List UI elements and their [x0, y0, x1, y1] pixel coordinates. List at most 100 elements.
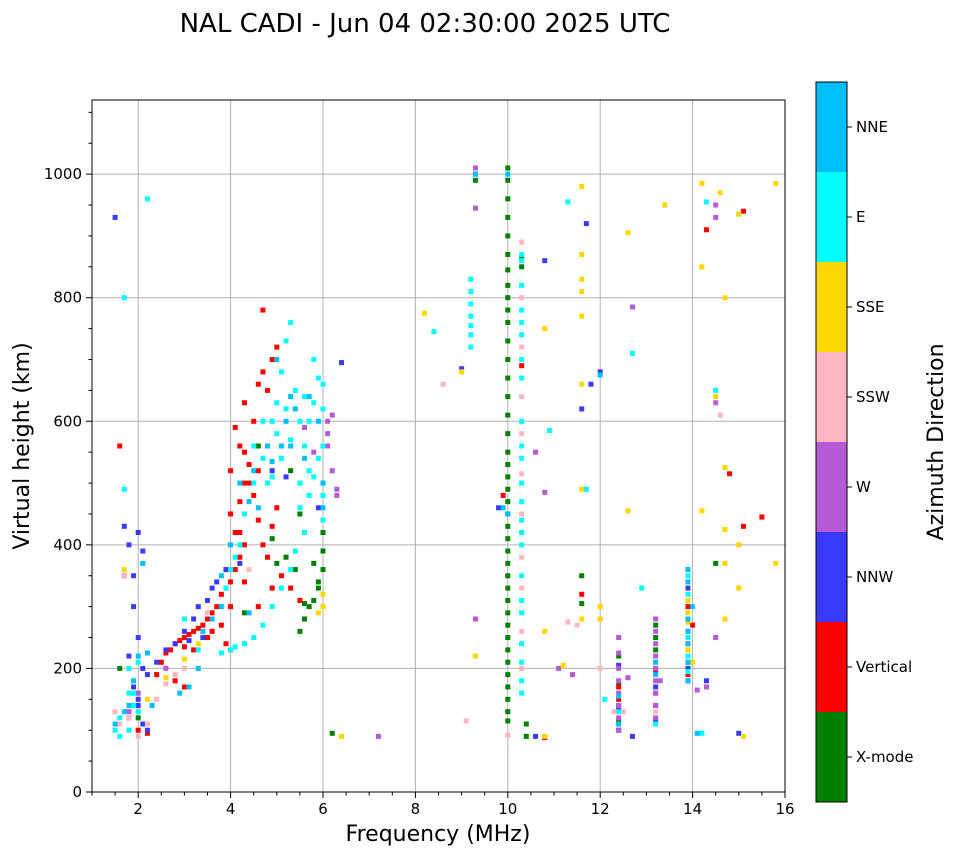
colorbar-label: E	[856, 208, 865, 226]
data-point	[685, 610, 691, 616]
data-point	[121, 567, 127, 573]
data-point	[468, 301, 474, 307]
data-point	[144, 727, 150, 733]
data-point	[329, 468, 335, 474]
data-point	[269, 474, 275, 480]
data-point	[181, 628, 187, 634]
data-point	[625, 675, 631, 681]
data-point	[297, 505, 303, 511]
data-point	[505, 295, 511, 301]
y-tick-label: 200	[53, 659, 82, 677]
x-tick-label: 6	[318, 800, 328, 818]
data-point	[191, 616, 197, 622]
data-points	[112, 165, 779, 741]
data-point	[519, 665, 525, 671]
data-point	[205, 635, 210, 641]
data-point	[519, 641, 525, 647]
data-point	[616, 727, 622, 733]
data-point	[653, 635, 659, 641]
data-point	[315, 455, 321, 461]
colorbar-segment	[816, 532, 847, 622]
data-point	[699, 508, 705, 514]
data-point	[375, 733, 381, 739]
data-point	[126, 727, 132, 733]
data-point	[472, 177, 478, 183]
data-point	[616, 706, 622, 712]
data-point	[191, 647, 197, 653]
data-point	[519, 480, 525, 486]
data-point	[505, 696, 511, 702]
data-point	[237, 560, 243, 566]
data-point	[251, 635, 257, 641]
data-point	[556, 665, 562, 671]
data-point	[519, 455, 525, 461]
data-point	[251, 443, 257, 449]
data-point	[269, 468, 275, 474]
data-point	[306, 468, 312, 474]
data-point	[736, 585, 742, 591]
data-point	[463, 718, 469, 724]
data-point	[740, 733, 746, 739]
series-nne	[112, 171, 700, 736]
data-point	[241, 542, 247, 548]
data-point	[519, 659, 525, 665]
data-point	[205, 616, 210, 622]
data-point	[472, 165, 478, 171]
data-point	[338, 733, 344, 739]
data-point	[579, 251, 585, 257]
data-point	[315, 375, 321, 381]
data-point	[306, 394, 312, 400]
series-w	[126, 165, 719, 739]
data-point	[181, 656, 187, 662]
data-point	[121, 573, 127, 579]
data-point	[565, 619, 571, 625]
data-point	[288, 585, 294, 591]
data-point	[685, 585, 691, 591]
data-point	[505, 486, 511, 492]
data-point	[302, 424, 308, 430]
data-point	[519, 344, 525, 350]
data-point	[505, 394, 511, 400]
data-point	[237, 443, 243, 449]
data-point	[329, 730, 335, 736]
data-point	[773, 560, 779, 566]
colorbar-segment	[816, 82, 847, 172]
x-axis-ticks: 2 4 6 8 10 12 14 16	[91, 792, 795, 818]
data-point	[713, 635, 719, 641]
data-point	[616, 696, 622, 702]
data-point	[255, 381, 261, 387]
x-axis-label: Frequency (MHz)	[346, 822, 531, 847]
data-point	[685, 567, 691, 573]
data-point	[232, 554, 238, 560]
data-point	[519, 357, 525, 362]
data-point	[302, 616, 308, 622]
data-point	[505, 196, 511, 202]
data-point	[218, 573, 224, 579]
data-point	[519, 585, 525, 591]
data-point	[297, 597, 303, 603]
data-point	[653, 665, 659, 671]
data-point	[117, 665, 123, 671]
data-point	[740, 523, 746, 529]
data-point	[505, 718, 511, 724]
data-point	[228, 542, 234, 548]
data-point	[311, 400, 317, 406]
data-point	[237, 554, 243, 560]
data-point	[505, 560, 511, 566]
data-point	[260, 369, 266, 375]
data-point	[505, 165, 511, 171]
data-point	[292, 548, 298, 554]
data-point	[505, 338, 511, 344]
data-point	[255, 468, 261, 474]
data-point	[320, 480, 326, 486]
colorbar-label: SSE	[856, 298, 885, 316]
data-point	[297, 418, 303, 424]
data-point	[158, 659, 164, 665]
data-point	[131, 690, 137, 696]
data-point	[519, 471, 525, 477]
data-point	[505, 585, 511, 591]
data-point	[519, 332, 525, 338]
data-point	[533, 733, 539, 739]
data-point	[519, 628, 525, 634]
data-point	[149, 703, 155, 708]
